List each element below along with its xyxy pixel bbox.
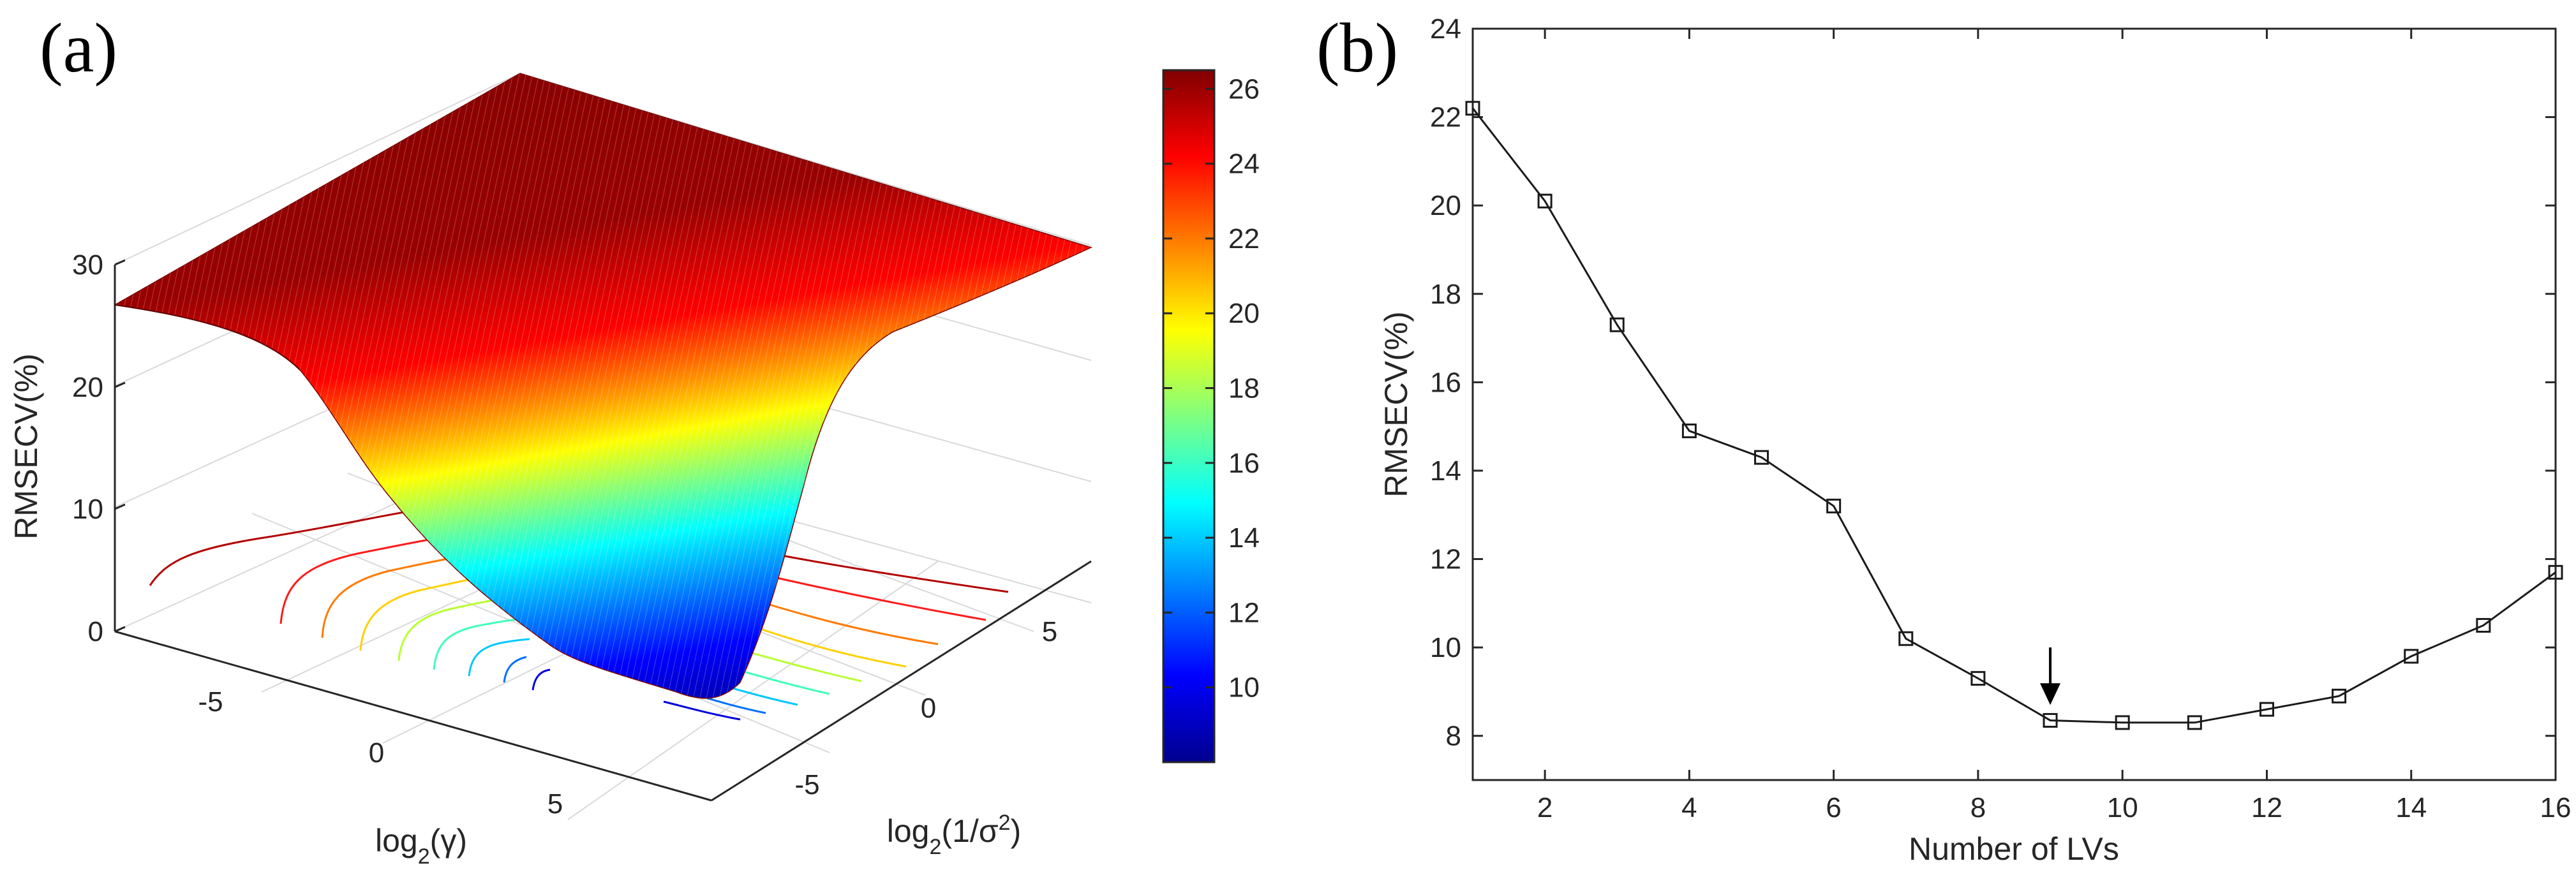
x-tick-label: 0 — [369, 737, 384, 769]
data-point-marker — [1681, 424, 1697, 439]
series-line — [1471, 107, 2556, 724]
y-tick-label: 14 — [1430, 455, 1461, 487]
panel-b-label: (b) — [1316, 9, 1398, 87]
panel-a-axes — [114, 265, 1092, 802]
y-tick-label: 18 — [1430, 279, 1461, 310]
z-tick-label: 10 — [72, 494, 103, 525]
y-tick-label: -5 — [794, 769, 819, 800]
x-tick-label: 8 — [1970, 792, 1986, 823]
data-point-marker — [1826, 498, 1842, 513]
panel-a-label: (a) — [40, 9, 117, 87]
y-tick-label: 24 — [1430, 13, 1461, 45]
colorbar-tick-label: 18 — [1228, 373, 1260, 404]
y-tick-label: 20 — [1430, 190, 1461, 221]
data-point-marker — [2332, 688, 2347, 704]
y-tick-label: 8 — [1446, 721, 1461, 752]
data-point-marker — [2043, 712, 2058, 728]
z-axis-ticks: 30 20 10 0 — [72, 249, 126, 647]
contour-line — [532, 668, 551, 691]
colorbar-tick-label: 14 — [1228, 522, 1260, 554]
contour-line — [503, 656, 527, 683]
colorbar-bar — [1162, 69, 1216, 763]
data-point-marker — [1970, 671, 1986, 686]
y-tick-label: 5 — [1042, 616, 1057, 647]
colorbar: 26 24 22 20 18 16 14 12 10 — [1162, 69, 1260, 763]
panel-a: (a) — [8, 9, 1260, 869]
data-point-marker — [2187, 715, 2202, 730]
colorbar-tick-label: 10 — [1228, 672, 1260, 704]
contour-line — [468, 638, 530, 677]
z-axis-label: RMSECV(%) — [8, 353, 44, 540]
contour-line — [398, 596, 514, 661]
data-point-marker — [2548, 564, 2563, 580]
y-tick-label: 0 — [921, 693, 936, 724]
x-axis-label: log2(γ) — [375, 823, 467, 869]
data-point-marker — [1609, 317, 1625, 332]
contour-line — [740, 621, 907, 668]
data-point-marker — [1465, 101, 1480, 116]
x-tick-label: 16 — [2540, 792, 2572, 823]
colorbar-tick-label: 16 — [1228, 448, 1260, 479]
y-axis-ticks: -5 0 5 — [794, 616, 1057, 800]
colorbar-tick-label: 22 — [1228, 223, 1260, 254]
x-tick-label: 2 — [1537, 792, 1552, 823]
data-point-marker — [2476, 617, 2491, 633]
x-axis-label: Number of LVs — [1909, 831, 2119, 867]
data-point-marker — [2115, 715, 2130, 730]
y-tick-label: 16 — [1430, 367, 1461, 398]
contour-line — [778, 554, 1009, 593]
y-axis-label: RMSECV(%) — [1378, 311, 1414, 497]
z-tick-label: 20 — [72, 372, 103, 403]
y-axis-line — [711, 560, 1092, 802]
x-tick-label: 4 — [1681, 792, 1697, 823]
contour-line — [752, 598, 939, 645]
data-point-marker — [2404, 649, 2419, 664]
x-tick-label: -5 — [198, 686, 223, 718]
colorbar-tick-label: 26 — [1228, 73, 1260, 105]
y-tick-label: 22 — [1430, 102, 1461, 133]
y-tick-label: 10 — [1430, 632, 1461, 663]
z-tick-label: 0 — [88, 616, 103, 647]
arrow-head — [2040, 683, 2061, 705]
z-tick-label: 30 — [72, 249, 103, 281]
contour-line — [149, 509, 415, 586]
surface-ridge-line — [114, 304, 301, 371]
colorbar-tick-label: 12 — [1228, 597, 1260, 628]
x-tick-label: 6 — [1826, 792, 1841, 823]
x-tick-label: 5 — [547, 788, 563, 820]
x-tick-label: 10 — [2107, 792, 2138, 823]
panel-b-annotations — [2040, 647, 2061, 705]
contour-line — [663, 700, 741, 721]
x-axis-ticks: -5 0 5 — [198, 686, 563, 820]
x-tick-label: 12 — [2251, 792, 2282, 823]
surface-mesh-texture — [115, 73, 1091, 698]
contour-line — [765, 574, 986, 621]
plot-area-frame — [1471, 27, 2557, 781]
contour-line — [433, 617, 524, 670]
data-point-marker — [1537, 193, 1552, 209]
data-point-marker — [1898, 631, 1914, 646]
y-tick-label: 12 — [1430, 544, 1461, 575]
x-tick-label: 14 — [2395, 792, 2427, 823]
y-axis-label: log2(1/σ2) — [887, 811, 1021, 859]
rmsecv-surface — [113, 73, 1093, 699]
colorbar-tick-label: 20 — [1228, 298, 1260, 329]
colorbar-ticks: 26 24 22 20 18 16 14 12 10 — [1163, 73, 1260, 704]
data-point-marker — [2259, 702, 2274, 717]
panel-b-series — [1465, 101, 2563, 730]
x-axis-line — [114, 630, 712, 802]
colorbar-tick-label: 24 — [1228, 149, 1260, 180]
data-point-marker — [1754, 450, 1769, 465]
